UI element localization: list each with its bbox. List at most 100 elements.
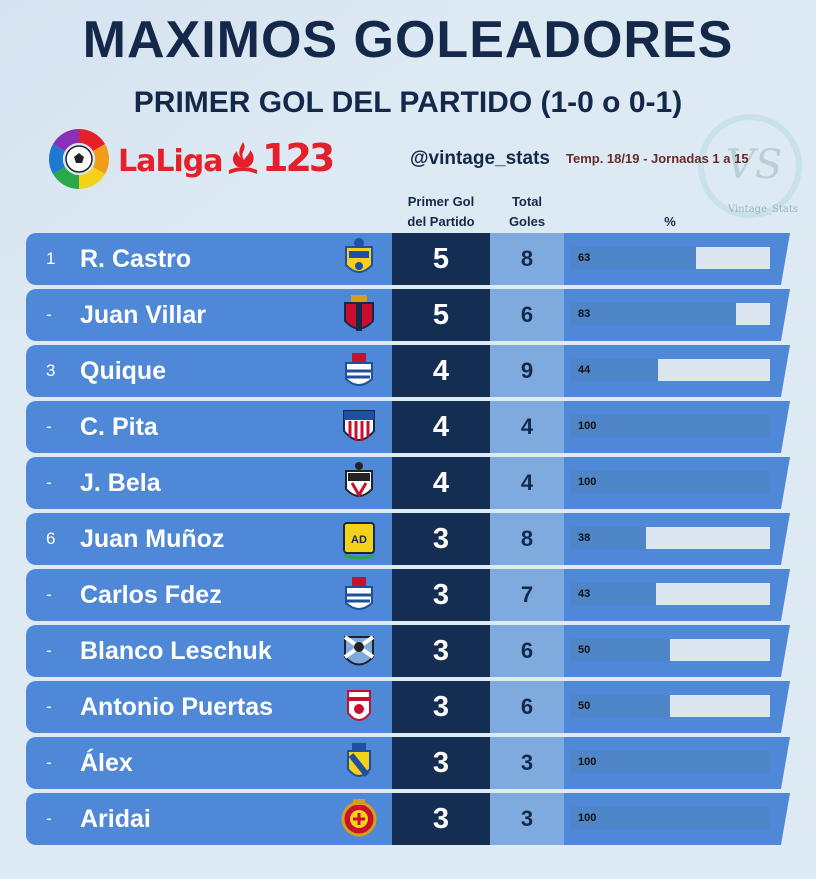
rank-label: -	[46, 753, 52, 772]
player-name: Quique	[80, 357, 167, 385]
total-goals-value: 3	[490, 793, 564, 845]
page-subtitle: PRIMER GOL DEL PARTIDO (1-0 o 0-1)	[133, 86, 683, 119]
header-percent: %	[664, 214, 676, 229]
name-band	[26, 513, 392, 565]
rank-label: -	[46, 473, 52, 492]
mallorca-crest-icon	[341, 799, 377, 837]
table-row: - Antonio Puertas 3 6 50	[26, 681, 790, 733]
percent-bar-track: 100	[570, 415, 770, 437]
first-goal-value: 4	[392, 401, 490, 453]
total-goals-value: 8	[490, 513, 564, 565]
player-name: Álex	[80, 749, 133, 777]
total-goals-value: 6	[490, 681, 564, 733]
percent-bar-track: 38	[570, 527, 770, 549]
header-first-goal-line1: Primer Gol	[407, 194, 475, 209]
laliga-logo-icon	[48, 129, 110, 189]
name-band	[26, 681, 392, 733]
rank-label: -	[46, 417, 52, 436]
first-goal-value: 5	[392, 233, 490, 285]
lugo-crest-icon	[343, 410, 375, 441]
name-band	[26, 401, 392, 453]
percent-bar-fill	[570, 415, 770, 437]
rank-label: 6	[46, 529, 56, 548]
first-goal-value: 3	[392, 737, 490, 789]
percent-label: 100	[578, 476, 597, 488]
table-row: 6 Juan Muñoz AD 3 8 38	[26, 513, 790, 565]
percent-bar-fill	[570, 751, 770, 773]
percent-label: 83	[578, 308, 591, 320]
total-goals-value: 9	[490, 345, 564, 397]
name-band	[26, 345, 392, 397]
watermark-mark: VS	[726, 142, 783, 188]
table-row: - Carlos Fdez 3 7 43	[26, 569, 790, 621]
first-goal-value: 4	[392, 457, 490, 509]
granada-crest-icon	[347, 690, 371, 721]
percent-label: 44	[578, 364, 591, 376]
percent-bar-fill	[570, 359, 658, 381]
table-row: - Álex 3 3 100	[26, 737, 790, 789]
header-first-goal-line2: del Partido	[407, 214, 475, 229]
total-goals-value: 6	[490, 625, 564, 677]
cadiz-crest-icon	[347, 743, 371, 777]
header-total-goals-line1: Total	[511, 194, 543, 209]
player-name: R. Castro	[80, 245, 192, 273]
rank-label: 3	[46, 361, 56, 380]
percent-bar-fill	[570, 695, 670, 717]
first-goal-value: 4	[392, 345, 490, 397]
name-band	[26, 625, 392, 677]
header-total-goals-line2: Goles	[508, 214, 546, 229]
vintage-stats-watermark: VS Vintage_Stats	[698, 108, 810, 256]
player-name: J. Bela	[80, 469, 161, 497]
percent-bar-track: 43	[570, 583, 770, 605]
total-goals-value: 8	[490, 233, 564, 285]
albacete-crest-icon	[345, 462, 373, 498]
percent-bar-fill	[570, 247, 696, 269]
rank-label: -	[46, 697, 52, 716]
first-goal-value: 3	[392, 513, 490, 565]
table-row: - Blanco Leschuk 3 6 50	[26, 625, 790, 677]
total-goals-value: 6	[490, 289, 564, 341]
player-name: Antonio Puertas	[80, 693, 274, 721]
deportivo-crest-icon	[345, 353, 373, 386]
name-band	[26, 289, 392, 341]
first-goal-value: 3	[392, 625, 490, 677]
percent-bar-track: 50	[570, 639, 770, 661]
percent-label: 100	[578, 420, 597, 432]
percent-bar-fill	[570, 807, 770, 829]
deportivo-crest-icon	[345, 577, 373, 610]
percent-label: 38	[578, 532, 591, 544]
name-band	[26, 457, 392, 509]
first-goal-value: 5	[392, 289, 490, 341]
las-palmas-crest-icon	[345, 238, 373, 273]
percent-label: 100	[578, 756, 597, 768]
rank-label: -	[46, 809, 52, 828]
player-name: Juan Muñoz	[80, 525, 225, 553]
osasuna-crest-icon	[344, 295, 374, 331]
percent-bar-fill	[570, 639, 670, 661]
first-goal-value: 3	[392, 681, 490, 733]
rank-label: -	[46, 305, 52, 324]
total-goals-value: 3	[490, 737, 564, 789]
percent-bar-fill	[570, 583, 656, 605]
percent-bar-track: 100	[570, 807, 770, 829]
header-first-goal: Primer Gol del Partido	[392, 192, 490, 232]
percent-bar-fill	[570, 303, 736, 325]
percent-bar-track: 63	[570, 247, 770, 269]
percent-bar-track: 100	[570, 751, 770, 773]
player-name: Blanco Leschuk	[80, 637, 272, 665]
percent-bar-fill	[570, 471, 770, 493]
percent-bar-fill	[570, 527, 646, 549]
table-row: 3 Quique 4 9 44	[26, 345, 790, 397]
player-name: Juan Villar	[80, 301, 206, 329]
percent-label: 100	[578, 812, 597, 824]
player-name: C. Pita	[80, 413, 158, 441]
division-number: 123	[262, 136, 335, 180]
table-row: - C. Pita 4 4 100	[26, 401, 790, 453]
malaga-crest-icon	[343, 635, 375, 666]
total-goals-value: 7	[490, 569, 564, 621]
name-band	[26, 233, 392, 285]
percent-bar-track: 44	[570, 359, 770, 381]
first-goal-value: 3	[392, 569, 490, 621]
percent-bar-track: 83	[570, 303, 770, 325]
laliga-wordmark: LaLiga	[118, 144, 223, 179]
